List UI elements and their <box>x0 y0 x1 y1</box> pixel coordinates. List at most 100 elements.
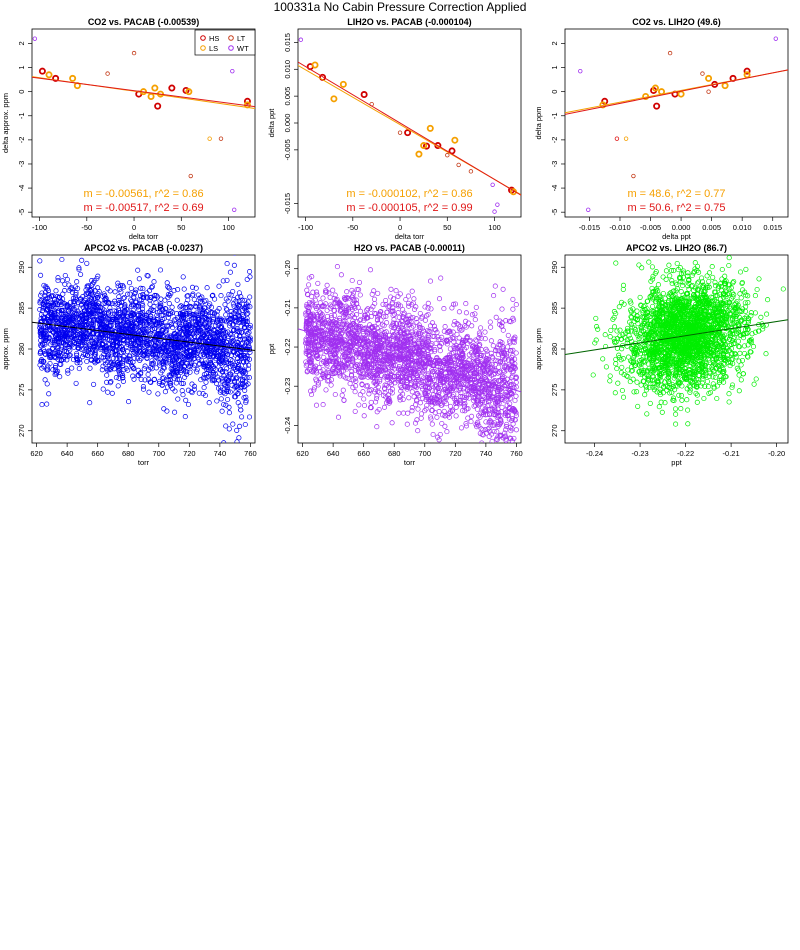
data-point <box>152 293 158 299</box>
data-point <box>91 381 97 387</box>
data-point <box>339 368 345 374</box>
data-point <box>190 350 196 356</box>
data-point <box>446 329 452 335</box>
data-point <box>50 367 56 373</box>
data-point <box>448 360 454 366</box>
data-point <box>452 362 458 368</box>
data-point <box>119 299 125 306</box>
data-point <box>237 304 243 310</box>
data-point <box>87 365 93 371</box>
data-point <box>386 400 392 406</box>
data-point <box>335 414 342 420</box>
data-point <box>234 427 240 433</box>
data-point <box>197 352 203 358</box>
data-point-hs <box>52 74 60 82</box>
data-point <box>38 337 44 343</box>
data-point <box>174 297 180 303</box>
data-point <box>61 336 68 342</box>
data-point <box>417 400 423 406</box>
data-point <box>373 395 380 402</box>
data-point <box>178 367 184 373</box>
data-point <box>412 420 419 426</box>
data-point <box>463 421 469 427</box>
data-point <box>319 319 325 325</box>
data-point <box>510 339 516 345</box>
data-point <box>512 356 518 362</box>
data-point-lt <box>397 130 403 135</box>
data-point <box>462 337 468 343</box>
data-point <box>243 363 249 369</box>
y-tick-label: 2 <box>17 41 26 45</box>
data-point <box>377 309 383 315</box>
data-point <box>439 376 445 382</box>
data-point <box>140 293 146 299</box>
data-point <box>148 379 154 385</box>
data-point <box>419 314 425 320</box>
data-point <box>319 339 325 345</box>
data-point <box>434 414 440 420</box>
data-point <box>78 339 84 345</box>
x-tick-label: 640 <box>61 449 74 458</box>
data-point <box>137 316 143 323</box>
data-point <box>161 339 167 345</box>
data-point <box>138 356 144 362</box>
data-point <box>318 350 324 356</box>
data-point <box>179 388 185 394</box>
data-point <box>243 398 249 404</box>
data-point <box>228 360 234 367</box>
data-point <box>491 293 497 299</box>
data-point <box>223 423 229 429</box>
data-point <box>107 288 113 294</box>
data-point <box>206 358 212 364</box>
data-point <box>216 306 222 312</box>
data-point <box>121 354 127 360</box>
data-point-lt <box>188 173 193 179</box>
data-point <box>41 340 48 346</box>
data-point <box>185 387 191 393</box>
data-point <box>463 310 469 316</box>
data-point <box>223 339 229 345</box>
data-point <box>125 341 131 347</box>
data-point <box>204 327 210 333</box>
data-point <box>100 363 106 369</box>
data-point <box>323 387 329 393</box>
data-point <box>219 408 225 414</box>
data-point <box>136 345 142 351</box>
data-point <box>427 278 434 284</box>
data-point <box>112 333 118 339</box>
data-point <box>118 303 124 309</box>
data-point <box>494 345 500 351</box>
data-point <box>425 305 431 311</box>
data-point <box>92 277 98 284</box>
data-point <box>451 345 457 351</box>
data-point <box>382 366 388 372</box>
data-point <box>52 367 58 374</box>
data-point <box>458 390 464 396</box>
data-point <box>494 429 500 435</box>
data-point <box>234 391 241 397</box>
data-point <box>478 335 484 341</box>
data-point <box>106 317 112 323</box>
data-point <box>416 330 422 336</box>
data-point <box>120 310 126 316</box>
data-point <box>109 390 115 396</box>
data-point <box>127 280 133 286</box>
x-tick-label: -50 <box>347 223 358 232</box>
data-point <box>343 307 349 313</box>
data-point <box>43 325 49 331</box>
data-point <box>388 294 394 300</box>
data-point <box>50 317 56 323</box>
data-point <box>426 356 432 362</box>
data-point <box>320 321 326 327</box>
data-point <box>498 396 504 402</box>
data-point <box>90 281 96 287</box>
data-point <box>113 340 119 346</box>
data-point <box>221 440 227 443</box>
data-point <box>425 359 431 365</box>
x-tick-label: 100 <box>222 223 235 232</box>
data-point <box>172 363 179 369</box>
data-point <box>100 345 106 351</box>
data-point <box>111 366 117 372</box>
data-point-lt <box>445 153 450 158</box>
data-point <box>425 300 431 306</box>
